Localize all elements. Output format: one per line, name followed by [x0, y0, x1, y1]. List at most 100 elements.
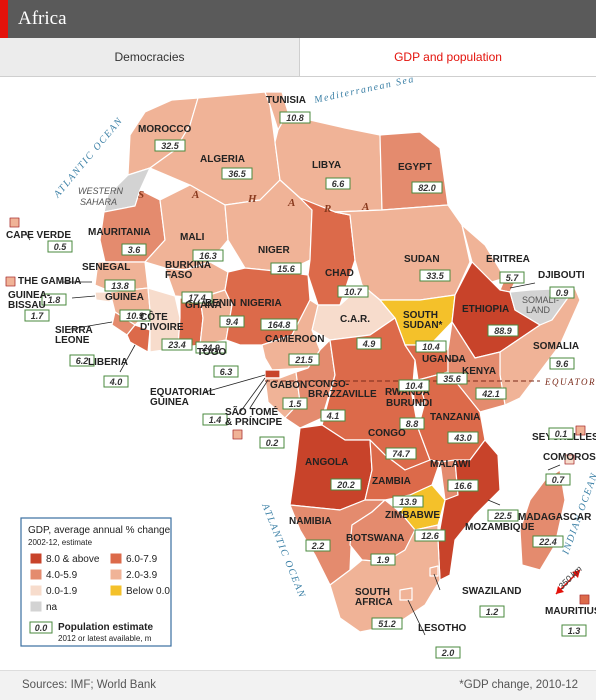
footer: Sources: IMF; World Bank *GDP change, 20… [0, 670, 596, 700]
pop-value-niger: 15.6 [277, 264, 296, 274]
pop-value-tunisia: 10.8 [286, 113, 304, 123]
pop-value-mauritania: 3.6 [128, 245, 142, 255]
country-name-angola: ANGOLA [305, 457, 348, 468]
pop-box-c-te-d-ivoire [161, 338, 193, 351]
legend-swatch [109, 584, 123, 597]
country-name-tanzania: TANZANIA [430, 412, 480, 423]
country-name-equatorial-guinea: EQUATORIAL GUINEA [150, 387, 215, 408]
country-name-cameroon: CAMEROON [265, 334, 324, 345]
label-western: WESTERN [78, 186, 124, 196]
region-the-gambia-key[interactable] [5, 276, 16, 287]
region-sao-tome[interactable] [232, 429, 243, 440]
equator-label: EQUATOR [544, 377, 596, 387]
sahara-letter: H [247, 193, 257, 205]
pop-value-malawi: 16.6 [454, 481, 473, 491]
label-somaliland-2: LAND [526, 305, 551, 315]
pop-value-libya: 6.6 [332, 179, 346, 189]
pop-value-cameroon: 21.5 [294, 355, 314, 365]
pop-box-nigeria [260, 318, 298, 331]
legend-pop-subtitle: 2012 or latest available, m [58, 634, 152, 643]
legend-subtitle: 2002-12, estimate [28, 538, 93, 547]
tab-gdp-population[interactable]: GDP and population [300, 38, 596, 76]
page-title: Africa [18, 8, 67, 29]
pop-value-zambia: 13.9 [399, 497, 417, 507]
country-name-niger: NIGER [258, 245, 290, 256]
africa-map: Mediterranean Sea ATLANTIC OCEAN ATLANTI… [5, 77, 596, 659]
region-mauritius[interactable] [579, 594, 590, 605]
pop-box-liberia [103, 375, 129, 388]
pop-value-swaziland: 1.2 [486, 607, 499, 617]
pop-value-nigeria: 164.8 [268, 320, 291, 330]
region-eritrea[interactable] [461, 224, 506, 283]
country-name-chad: CHAD [325, 268, 354, 279]
country-name-zimbabwe: ZIMBABWE [385, 510, 440, 521]
pop-box-angola [330, 478, 362, 491]
region-comoros[interactable] [564, 454, 575, 465]
pop-value-zimbabwe: 12.6 [421, 531, 440, 541]
pop-box-congo [385, 447, 417, 460]
pop-value-liberia: 4.0 [109, 377, 123, 387]
pop-value-kenya: 42.1 [481, 389, 500, 399]
gdp-footnote: *GDP change, 2010-12 [459, 679, 578, 691]
pop-box-swaziland [479, 605, 505, 618]
pop-value-lesotho: 2.0 [441, 648, 455, 658]
pop-value-cape-verde: 0.5 [54, 242, 68, 252]
region-cape-verde[interactable] [9, 217, 20, 228]
country-name-benin: BENIN [205, 298, 236, 309]
country-name-mali: MALI [180, 232, 205, 243]
pop-box-libya [325, 177, 351, 190]
pop-box-niger [270, 262, 302, 275]
tab-democracies[interactable]: Democracies [0, 38, 300, 76]
pop-box-uganda [436, 372, 468, 385]
pop-box-comoros [545, 473, 571, 486]
country-name-egypt: EGYPT [398, 162, 432, 173]
sahara-letter: A [361, 201, 369, 213]
pop-box-guinea-bissau [24, 309, 50, 322]
pop-value-s-o-tom-pr-ncipe: 0.2 [266, 438, 279, 448]
legend-pop-title: Population estimate [58, 622, 153, 633]
region-lesotho[interactable] [399, 587, 413, 601]
pop-value-togo: 6.3 [220, 367, 233, 377]
region-swaziland[interactable] [429, 565, 439, 577]
pop-box-sudan [419, 269, 451, 282]
pop-box-congo-brazzaville [320, 409, 346, 422]
country-name-morocco: MOROCCO [138, 124, 192, 135]
country-name-c-a-r: C.A.R. [340, 314, 370, 325]
pop-value-comoros: 0.7 [552, 475, 566, 485]
pop-value-guinea-bissau: 1.7 [31, 311, 45, 321]
pop-value-burkina-faso: 17.4 [188, 293, 206, 303]
region-seychelles[interactable] [575, 425, 586, 436]
country-name-djibouti: DJIBOUTI [538, 270, 585, 281]
pop-value-south-sudan: 10.4 [422, 342, 440, 352]
region-liberia[interactable] [126, 324, 151, 353]
pop-value-eritrea: 5.7 [506, 273, 520, 283]
region-guinea-bissau[interactable] [94, 291, 113, 303]
country-name-senegal: SENEGAL [82, 262, 130, 273]
pop-box-algeria [221, 167, 253, 180]
pop-box-tunisia [279, 111, 311, 124]
pop-value-tanzania: 43.0 [453, 433, 472, 443]
pop-value-sudan: 33.5 [426, 271, 445, 281]
country-name-tunisia: TUNISIA [266, 95, 306, 106]
pop-value-namibia: 2.2 [311, 541, 325, 551]
country-name-botswana: BOTSWANA [346, 533, 404, 544]
tab-bar: Democracies GDP and population [0, 38, 596, 77]
label-sahara: SAHARA [80, 197, 117, 207]
country-name-c-te-d-ivoire: CÔTE D'IVOIRE [140, 310, 184, 333]
pop-value-mozambique: 22.5 [493, 511, 513, 521]
pop-value-sierra-leone: 6.2 [76, 356, 89, 366]
map-container: Mediterranean Sea ATLANTIC OCEAN ATLANTI… [0, 77, 596, 670]
country-name-guinea-bissau: GUINEA-BISSAU [8, 290, 50, 311]
region-cameroon[interactable] [261, 299, 321, 371]
legend-item-label: 0.0-1.9 [46, 586, 78, 597]
country-name-kenya: KENYA [462, 366, 496, 377]
pop-value-algeria: 36.5 [228, 169, 247, 179]
pop-box-south-africa [371, 617, 403, 630]
region-mozambique[interactable] [437, 439, 501, 581]
pop-box-chad [337, 285, 369, 298]
brand-accent [0, 0, 8, 38]
pop-value-gabon: 1.5 [289, 399, 303, 409]
pop-value-seychelles: 0.1 [555, 429, 568, 439]
pop-box-egypt [411, 181, 443, 194]
region-equatorial-guinea[interactable] [264, 369, 281, 379]
